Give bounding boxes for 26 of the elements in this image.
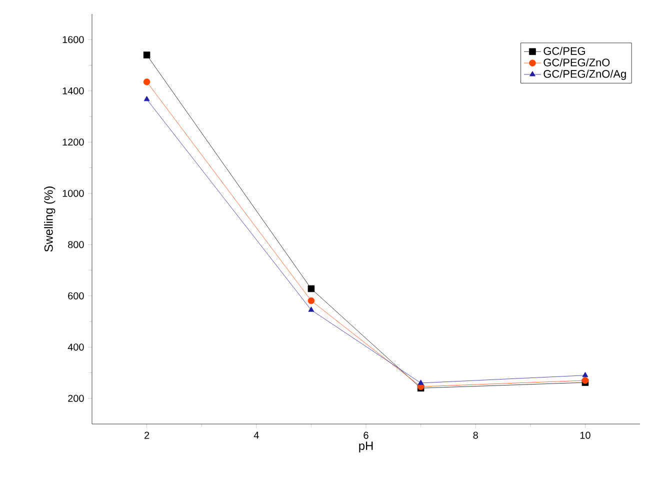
point xyxy=(308,306,314,312)
x-tick-label: 4 xyxy=(254,432,259,439)
y-tick-label: 600 xyxy=(68,292,84,300)
x-tick-label: 2 xyxy=(144,432,150,439)
legend-label: GC/PEG/ZnO xyxy=(544,58,610,66)
y-tick-label: 1600 xyxy=(62,36,84,44)
x-tick-label: 6 xyxy=(364,432,368,439)
x-axis-title: pH xyxy=(359,442,373,452)
point xyxy=(143,78,150,86)
point xyxy=(582,372,588,378)
x-tick-label: 10 xyxy=(580,432,590,439)
point xyxy=(308,297,315,304)
y-axis-title: Swelling (%) xyxy=(44,186,56,252)
y-tick-label: 1200 xyxy=(62,138,84,146)
point xyxy=(144,96,150,102)
legend-label: GC/PEG/ZnO/Ag xyxy=(544,70,626,80)
y-tick-label: 200 xyxy=(68,394,84,402)
x-tick-label: 8 xyxy=(473,432,478,439)
y-tick-label: 800 xyxy=(68,241,84,248)
point xyxy=(418,380,424,385)
y-tick-label: 1000 xyxy=(62,190,84,197)
point xyxy=(308,285,315,292)
y-tick-label: 1400 xyxy=(62,87,84,94)
y-tick-label: 400 xyxy=(68,344,84,351)
point xyxy=(143,52,150,58)
legend-label: GC/PEG xyxy=(544,46,585,55)
